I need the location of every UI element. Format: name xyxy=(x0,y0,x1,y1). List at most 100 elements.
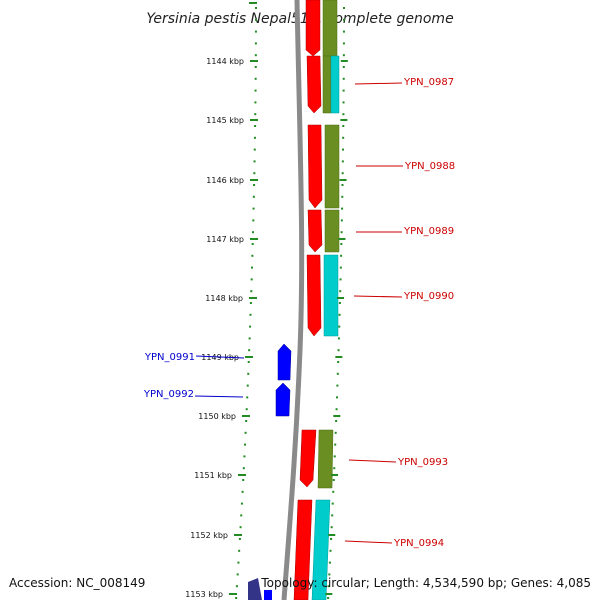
scale-dot xyxy=(254,54,257,57)
scale-dot xyxy=(254,30,257,33)
scale-tick-mark xyxy=(250,179,258,181)
scale-dot xyxy=(252,231,255,234)
gene-label-YPN_0993[interactable]: YPN_0993 xyxy=(397,457,448,468)
scale-dot xyxy=(250,278,253,281)
cog-dot xyxy=(334,443,337,446)
cog-dot xyxy=(331,514,334,517)
scale-dot xyxy=(245,408,248,411)
scale-dot xyxy=(244,431,247,434)
scale-tick-mark xyxy=(238,474,246,476)
cog-dot xyxy=(342,113,345,116)
gene-arrow-YPN_0988[interactable] xyxy=(307,124,323,209)
cog-bar xyxy=(322,0,338,57)
scale-tick-mark xyxy=(234,534,242,536)
tick-label: 1153 kbp xyxy=(185,590,223,599)
scale-dot xyxy=(248,349,251,352)
tick-label: 1150 kbp xyxy=(198,412,236,421)
cog-dot xyxy=(335,396,338,399)
cog-dot xyxy=(337,337,340,340)
gene-label-YPN_0988[interactable]: YPN_0988 xyxy=(404,161,455,172)
scale-dot xyxy=(254,77,257,80)
gene-label-YPN_0989[interactable]: YPN_0989 xyxy=(403,226,454,237)
gene-arrow-YPN_0991[interactable] xyxy=(277,343,292,381)
gene-leader-line xyxy=(344,540,393,544)
cog-dot xyxy=(327,585,330,588)
scale-dot xyxy=(246,396,249,399)
scale-dot xyxy=(254,7,257,9)
cog-dot xyxy=(341,195,344,198)
cog-bar xyxy=(330,55,340,114)
scale-dot xyxy=(249,313,252,316)
scale-dot xyxy=(254,18,257,21)
scale-dot xyxy=(254,101,257,104)
scale-dot xyxy=(239,526,242,529)
scale-tick-mark xyxy=(250,60,258,62)
scale-dot xyxy=(248,337,251,340)
gene-label-YPN_0992[interactable]: YPN_0992 xyxy=(143,389,194,400)
gene-arrow-YPN_0989[interactable] xyxy=(307,209,323,253)
gene-leader-line xyxy=(354,82,403,85)
scale-dot xyxy=(242,467,245,470)
gene-labels: YPN_0987 YPN_0988 YPN_0989 YPN_0990 YPN_0991… xyxy=(143,77,455,549)
gene-arrow-prev[interactable] xyxy=(305,0,321,57)
gene-leader-line xyxy=(195,355,245,359)
cog-tick-mark xyxy=(328,534,336,536)
scale-dot xyxy=(245,420,248,422)
cog-dot xyxy=(337,349,340,352)
gene-label-YPN_0991[interactable]: YPN_0991 xyxy=(144,352,195,363)
scale-tick-mark xyxy=(245,356,253,358)
scale-dot xyxy=(241,490,244,493)
scale-dot xyxy=(247,361,250,363)
scale-dot xyxy=(235,597,238,599)
gene-label-YPN_0994[interactable]: YPN_0994 xyxy=(393,538,444,549)
cog-tick-mark xyxy=(330,474,338,476)
cog-dot xyxy=(333,455,336,458)
cog-dot xyxy=(328,561,331,564)
cog-dot xyxy=(342,66,345,68)
cog-features xyxy=(311,0,340,600)
cog-bar xyxy=(324,124,340,209)
scale-tick-mark xyxy=(242,415,250,417)
cog-dot xyxy=(342,148,345,151)
cog-dot xyxy=(332,479,335,481)
scale-dot xyxy=(253,172,256,175)
cog-dot xyxy=(341,184,344,186)
cog-dot xyxy=(329,549,332,552)
scale-tick-mark xyxy=(250,238,258,240)
scale-dot xyxy=(252,207,255,210)
scale-dot xyxy=(243,455,246,458)
cog-dot xyxy=(339,290,342,293)
scale-dot xyxy=(253,148,256,151)
scale-dot xyxy=(252,219,255,222)
gene-leader-line xyxy=(353,295,403,298)
cog-dot xyxy=(336,372,339,375)
cog-bar xyxy=(324,209,340,253)
scale-dot xyxy=(254,113,257,116)
gene-label-YPN_0990[interactable]: YPN_0990 xyxy=(403,291,454,302)
cog-tick-mark xyxy=(337,297,345,299)
scale-dot xyxy=(253,136,256,139)
gene-arrow-YPN_0990[interactable] xyxy=(306,254,322,337)
cog-bar xyxy=(323,254,339,337)
scale-dot xyxy=(235,585,238,588)
tick-label: 1147 kbp xyxy=(206,235,244,244)
gene-arrow-YPN_0993[interactable] xyxy=(299,429,317,488)
gene-arrow-next[interactable] xyxy=(264,590,272,600)
gene-arrow-YPN_0994[interactable] xyxy=(293,499,313,600)
cog-tick-mark xyxy=(340,119,348,121)
cog-dotted-line xyxy=(327,7,345,599)
cog-tick-mark xyxy=(338,238,346,240)
gene-arrow-next-dark[interactable] xyxy=(248,578,262,600)
scale-dot xyxy=(254,125,257,127)
tick-label: 1151 kbp xyxy=(194,471,232,480)
cog-dot xyxy=(327,597,330,599)
gene-arrow-YPN_0992[interactable] xyxy=(275,382,291,417)
cog-dot xyxy=(331,502,334,505)
cog-tick-mark xyxy=(339,179,347,181)
scale-dot xyxy=(247,372,250,375)
gene-label-YPN_0987[interactable]: YPN_0987 xyxy=(403,77,454,88)
scale-dot xyxy=(244,443,247,446)
scale-dot xyxy=(246,384,249,387)
gene-arrow-YPN_0987[interactable] xyxy=(306,55,322,114)
